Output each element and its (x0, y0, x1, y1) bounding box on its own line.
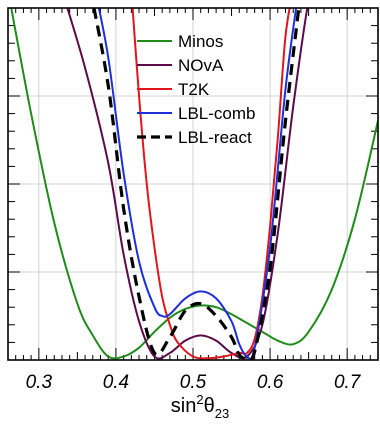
x-axis-title-main: θ (204, 395, 215, 417)
legend: Minos NOvA T2K LBL-comb LBL-react (137, 32, 255, 147)
x-axis-title-sup: 2 (196, 392, 203, 407)
legend-label-t2k: T2K (178, 80, 210, 99)
legend-label-lbl-comb: LBL-comb (178, 104, 255, 123)
series-line-lbl-comb (97, 8, 298, 360)
series-line-nova (66, 8, 309, 360)
legend-label-minos: Minos (178, 32, 223, 51)
legend-label-nova: NOvA (178, 56, 224, 75)
plot-frame (7, 7, 379, 361)
x-tick-label: 0.3 (26, 372, 53, 393)
series-line-t2k (131, 8, 291, 360)
x-tick-label: 0.7 (334, 372, 362, 393)
x-tick-label: 0.5 (180, 372, 207, 393)
series-line-minos (10, 8, 378, 360)
x-tick-label: 0.6 (257, 372, 284, 393)
grid-lines (8, 8, 378, 360)
series-line-lbl-react (92, 8, 301, 360)
series-layer (10, 8, 378, 360)
x-axis-title-sub: 23 (215, 406, 229, 421)
legend-label-lbl-react: LBL-react (178, 128, 252, 147)
x-tick-labels: 0.3 0.4 0.5 0.6 0.7 (26, 372, 362, 393)
x-tick-label: 0.4 (103, 372, 129, 393)
x-axis-title-base: sin (171, 395, 197, 417)
x-axis-title: sin2θ23 (171, 392, 229, 421)
